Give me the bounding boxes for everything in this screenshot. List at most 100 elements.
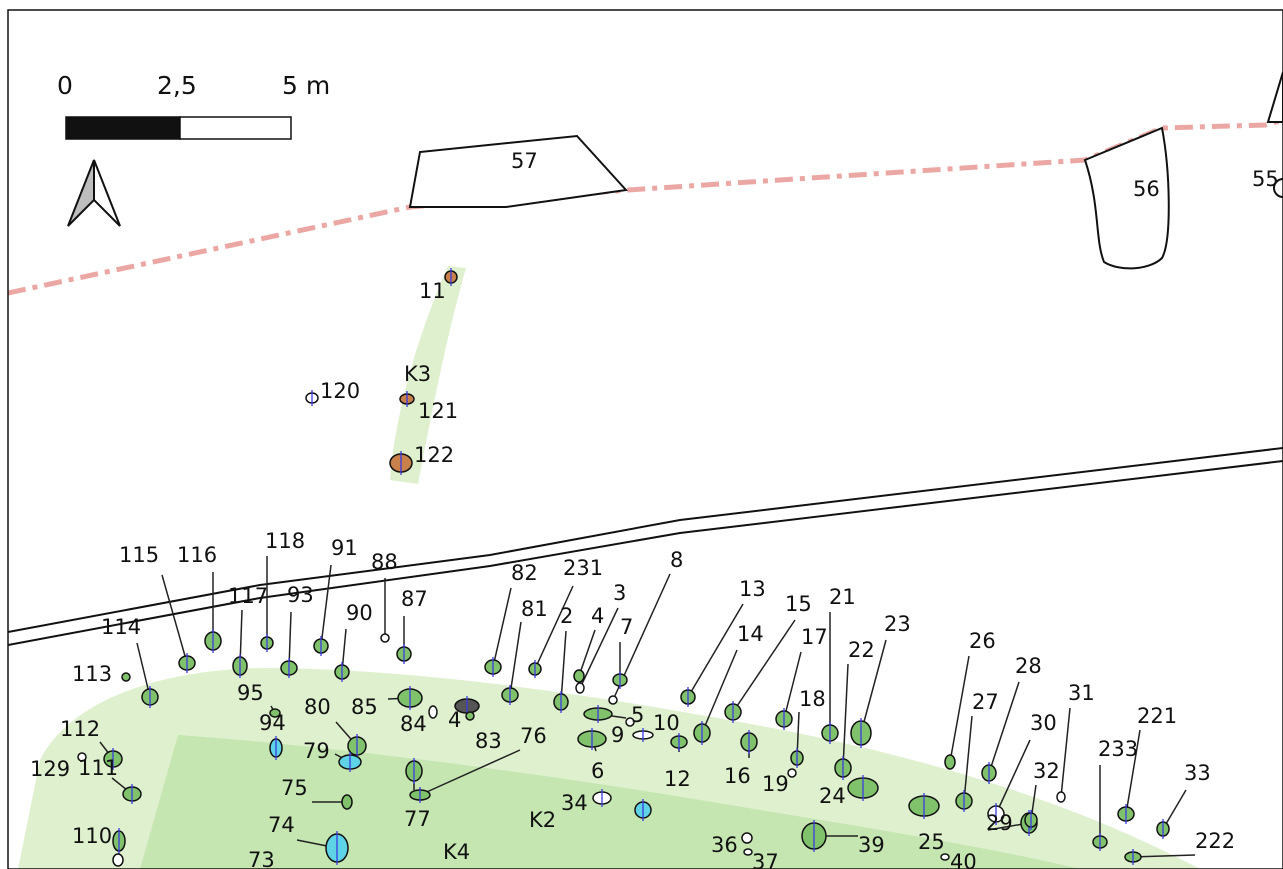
feature-label-15: 15: [785, 592, 812, 616]
leader-line-231: [534, 585, 574, 670]
leader-line-3: [579, 607, 619, 689]
feature-31[interactable]: [1056, 791, 1066, 803]
feature-label-116: 116: [177, 543, 217, 567]
scale-bar-black: [65, 116, 181, 140]
feature-label-85: 85: [351, 695, 378, 719]
scale-bar-white: [179, 116, 292, 140]
zone-label-k3: K3: [404, 362, 431, 386]
leader-line-114: [136, 642, 151, 698]
feature-label-22: 22: [848, 638, 875, 662]
feature-label-81: 81: [521, 597, 548, 621]
feature-label-21: 21: [829, 585, 856, 609]
feature-8[interactable]: [608, 695, 618, 705]
feature-label-80: 80: [304, 695, 331, 719]
structure-57: [408, 134, 629, 208]
leader-line-33: [1162, 789, 1187, 830]
feature-label-7: 7: [620, 615, 633, 639]
feature-37[interactable]: [743, 848, 753, 856]
scale-label-2-5: 2,5: [157, 71, 197, 100]
feature-label-32: 32: [1033, 759, 1060, 783]
feature-label-27: 27: [972, 690, 999, 714]
zone-label-k2: K2: [529, 808, 556, 832]
feature-26[interactable]: [944, 754, 956, 770]
structure-55-ring: [1273, 178, 1283, 198]
feature-label-76: 76: [520, 724, 547, 748]
feature-label-12: 12: [664, 767, 691, 791]
feature-label-10: 10: [653, 711, 680, 735]
feature-label-90: 90: [346, 601, 373, 625]
zone-k3-strip: [390, 266, 466, 484]
feature-label-25: 25: [918, 830, 945, 854]
feature-label-14: 14: [737, 622, 764, 646]
feature-75[interactable]: [341, 794, 353, 810]
feature-label-91: 91: [331, 536, 358, 560]
feature-label-6: 6: [591, 759, 604, 783]
feature-40[interactable]: [940, 853, 950, 861]
feature-label-9: 9: [611, 723, 624, 747]
map-frame: [7, 9, 1283, 869]
feature-label-8: 8: [670, 548, 683, 572]
feature-label-13: 13: [739, 577, 766, 601]
structure-label-57: 57: [511, 149, 538, 173]
leader-line-222: [1132, 854, 1196, 858]
leader-line-81: [509, 621, 522, 696]
feature-label-26: 26: [969, 629, 996, 653]
feature-84[interactable]: [428, 705, 438, 719]
feature-73[interactable]: [112, 853, 124, 867]
leader-line-15: [732, 619, 796, 713]
leader-line-17: [783, 651, 802, 720]
feature-113[interactable]: [121, 672, 131, 682]
feature-label-5: 5: [631, 703, 644, 727]
feature-label-73: 73: [248, 848, 275, 869]
feature-19[interactable]: [787, 768, 797, 778]
feature-label-77: 77: [404, 807, 431, 831]
feature-label-111: 111: [78, 756, 118, 780]
feature-label-231: 231: [563, 556, 603, 580]
feature-label-88: 88: [371, 550, 398, 574]
feature-label-33: 33: [1184, 761, 1211, 785]
feature-label-31: 31: [1068, 681, 1095, 705]
leader-line-82: [492, 587, 512, 668]
feature-83[interactable]: [465, 711, 475, 721]
zone-label-k4: K4: [443, 840, 470, 864]
feature-label-84: 84: [400, 712, 427, 736]
feature-label-23: 23: [884, 612, 911, 636]
feature-label-3: 3: [613, 581, 626, 605]
leader-line-115: [161, 574, 188, 664]
structure-55-edge: [1266, 71, 1283, 123]
feature-label-30: 30: [1030, 711, 1057, 735]
feature-label-24: 24: [819, 784, 846, 808]
feature-4[interactable]: [573, 669, 585, 683]
leader-line-28: [988, 681, 1020, 774]
leader-line-4: [578, 629, 596, 677]
feature-label-18: 18: [799, 687, 826, 711]
feature-9[interactable]: [625, 717, 635, 727]
feature-3[interactable]: [575, 682, 585, 694]
scale-label-5m: 5 m: [282, 71, 330, 100]
feature-label-233: 233: [1098, 737, 1138, 761]
feature-129[interactable]: [77, 752, 87, 762]
structure-56: [1083, 126, 1170, 270]
leader-line-31: [1060, 707, 1071, 798]
feature-label-93: 93: [287, 583, 314, 607]
feature-95[interactable]: [269, 708, 281, 718]
leader-line-30: [995, 739, 1031, 815]
feature-label-36: 36: [711, 833, 738, 857]
feature-label-40: 40: [950, 850, 977, 869]
feature-label-11: 11: [419, 279, 446, 303]
feature-88[interactable]: [380, 633, 390, 643]
feature-label-112: 112: [60, 717, 100, 741]
feature-label-16: 16: [724, 764, 751, 788]
feature-label-118: 118: [265, 529, 305, 553]
feature-label-115: 115: [119, 543, 159, 567]
feature-label-34: 34: [561, 791, 588, 815]
feature-label-121: 121: [418, 399, 458, 423]
feature-label-79: 79: [303, 739, 330, 763]
leader-line-23: [860, 639, 887, 734]
leader-line-76: [419, 749, 521, 796]
feature-36[interactable]: [741, 832, 753, 844]
feature-label-114: 114: [101, 615, 141, 639]
boundary-line: [8, 117, 1283, 296]
feature-label-221: 221: [1137, 704, 1177, 728]
